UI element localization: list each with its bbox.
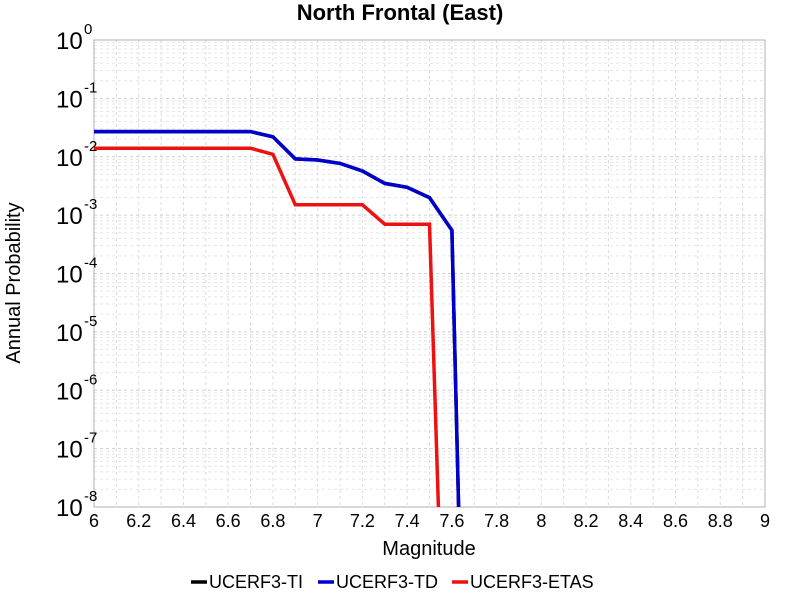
y-tick-exponent: -8: [84, 488, 97, 505]
y-tick-label: 10 0: [56, 21, 92, 55]
x-tick-label: 7.2: [350, 511, 375, 531]
chart-title: North Frontal (East): [297, 0, 504, 25]
series-layer: [94, 129, 461, 508]
y-tick-exponent: -1: [84, 79, 97, 96]
legend: UCERF3-TI UCERF3-TD UCERF3-ETAS: [191, 572, 594, 592]
y-axis-label: Annual Probability: [3, 202, 25, 363]
x-tick-label: 6: [89, 511, 99, 531]
x-tick-label: 6.6: [216, 511, 241, 531]
y-tick-base: 10: [56, 145, 83, 172]
legend-item-ucerf3-ti: UCERF3-TI: [191, 572, 303, 592]
y-tick-exponent: -7: [84, 430, 97, 447]
y-tick-label: 10 -6: [56, 371, 97, 405]
series-line-ucerf3-td: [94, 129, 461, 508]
y-tick-base: 10: [56, 86, 83, 113]
x-tick-label: 6.8: [260, 511, 285, 531]
legend-item-ucerf3-td: UCERF3-TD: [318, 572, 438, 592]
legend-label: UCERF3-TD: [336, 572, 438, 592]
x-axis-label: Magnitude: [382, 538, 475, 560]
legend-item-ucerf3-etas: UCERF3-ETAS: [452, 572, 594, 592]
plot-area-frame: [93, 39, 766, 508]
y-tick-label: 10 -5: [56, 313, 97, 347]
y-tick-base: 10: [56, 495, 83, 522]
grid-lines: [93, 40, 766, 508]
y-tick-label: 10 -8: [56, 488, 97, 522]
y-tick-base: 10: [56, 28, 83, 55]
y-tick-base: 10: [56, 437, 83, 464]
x-tick-label: 9: [760, 511, 770, 531]
y-tick-label: 10 -2: [56, 138, 97, 172]
x-tick-label: 8.6: [663, 511, 688, 531]
x-tick-label: 7.8: [484, 511, 509, 531]
x-tick-label: 7: [313, 511, 323, 531]
legend-label: UCERF3-ETAS: [470, 572, 594, 592]
y-tick-base: 10: [56, 203, 83, 230]
y-tick-base: 10: [56, 262, 83, 289]
legend-label: UCERF3-TI: [209, 572, 303, 592]
y-tick-exponent: -4: [84, 255, 97, 272]
x-tick-label: 8: [536, 511, 546, 531]
y-tick-exponent: -5: [84, 313, 97, 330]
y-tick-exponent: 0: [84, 21, 92, 38]
x-tick-label: 8.4: [618, 511, 643, 531]
y-tick-label: 10 -4: [56, 255, 97, 289]
y-tick-label: 10 -3: [56, 196, 97, 230]
series-line-ucerf3-etas: [94, 146, 441, 508]
y-tick-exponent: -6: [84, 371, 97, 388]
y-tick-label: 10 -1: [56, 79, 97, 113]
x-tick-label: 7.6: [439, 511, 464, 531]
y-tick-base: 10: [56, 378, 83, 405]
y-tick-base: 10: [56, 320, 83, 347]
y-tick-exponent: -2: [84, 138, 97, 155]
x-axis-ticks: 6 6.2 6.4 6.6 6.8 7 7.2 7.4 7.6 7.8 8 8.2 8.4 8.6 8.8 9: [89, 511, 770, 531]
y-tick-exponent: -3: [84, 196, 97, 213]
x-tick-label: 6.4: [171, 511, 196, 531]
x-tick-label: 8.8: [708, 511, 733, 531]
x-tick-label: 8.2: [574, 511, 599, 531]
x-tick-label: 7.4: [395, 511, 420, 531]
x-tick-label: 6.2: [126, 511, 151, 531]
y-tick-label: 10 -7: [56, 430, 97, 464]
